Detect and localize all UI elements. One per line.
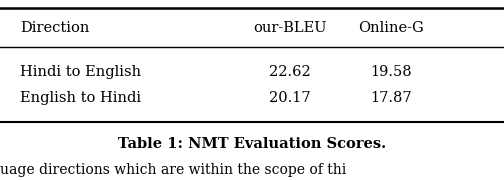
Text: English to Hindi: English to Hindi [20,91,141,105]
Text: 19.58: 19.58 [370,65,411,79]
Text: 20.17: 20.17 [269,91,310,105]
Text: Direction: Direction [20,21,90,35]
Text: Online-G: Online-G [358,21,423,35]
Text: Table 1: NMT Evaluation Scores.: Table 1: NMT Evaluation Scores. [118,137,386,151]
Text: our-BLEU: our-BLEU [253,21,327,35]
Text: 17.87: 17.87 [370,91,411,105]
Text: uage directions which are within the scope of thi: uage directions which are within the sco… [0,163,346,177]
Text: 22.62: 22.62 [269,65,310,79]
Text: Hindi to English: Hindi to English [20,65,141,79]
